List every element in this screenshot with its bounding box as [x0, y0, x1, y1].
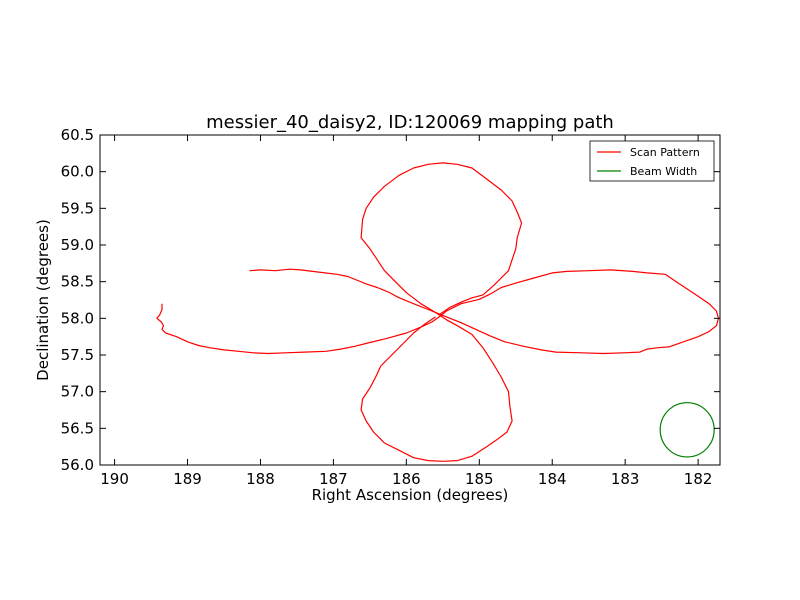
y-tick-label: 59.5 — [61, 199, 94, 217]
plot-area — [100, 135, 720, 465]
chart-title: messier_40_daisy2, ID:120069 mapping pat… — [206, 112, 614, 133]
x-tick-label: 188 — [246, 470, 275, 488]
legend-scan-label: Scan Pattern — [630, 146, 700, 159]
y-tick-label: 57.5 — [61, 346, 94, 364]
x-tick-label: 183 — [611, 470, 640, 488]
x-tick-label: 184 — [538, 470, 567, 488]
y-tick-label: 56.0 — [61, 456, 94, 474]
scan-pattern-path-0 — [156, 268, 720, 355]
x-tick-label: 186 — [392, 470, 421, 488]
legend-beam-label: Beam Width — [630, 165, 697, 178]
x-tick-label: 189 — [173, 470, 202, 488]
legend: Scan Pattern Beam Width — [589, 140, 715, 182]
beam-width-circle — [659, 402, 715, 458]
y-tick-label: 57.0 — [61, 383, 94, 401]
x-axis-label: Right Ascension (degrees) — [312, 486, 509, 504]
y-tick-label: 58.5 — [61, 273, 94, 291]
y-tick-label: 60.0 — [61, 163, 94, 181]
y-axis-label: Declination (degrees) — [34, 219, 52, 381]
y-tick-label: 60.5 — [61, 126, 94, 144]
series-layer — [156, 162, 720, 462]
legend-box — [589, 140, 715, 182]
x-tick-label: 190 — [100, 470, 129, 488]
x-tick-label: 187 — [319, 470, 348, 488]
y-tick-label: 59.0 — [61, 236, 94, 254]
x-tick-label: 185 — [465, 470, 494, 488]
y-tick-label: 58.0 — [61, 309, 94, 327]
y-tick-label: 56.5 — [61, 419, 94, 437]
plot-background — [100, 135, 720, 465]
x-tick-label: 182 — [684, 470, 713, 488]
plot-frame — [99, 134, 721, 466]
scan-pattern-path-1 — [360, 162, 523, 462]
ticks-layer: 190 189 188 187 186 185 184 183 182 56.0 56.5 57.0 5… — [61, 126, 720, 488]
